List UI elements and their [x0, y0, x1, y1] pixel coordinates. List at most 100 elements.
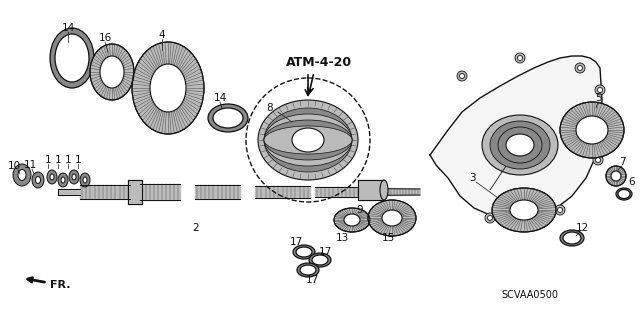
Polygon shape	[360, 188, 420, 196]
Text: 1: 1	[54, 155, 61, 165]
Ellipse shape	[606, 166, 626, 186]
Ellipse shape	[563, 232, 581, 244]
Text: 5: 5	[595, 93, 602, 103]
Polygon shape	[315, 187, 360, 197]
Ellipse shape	[264, 114, 352, 166]
Ellipse shape	[482, 115, 558, 175]
Ellipse shape	[132, 42, 204, 134]
Text: 9: 9	[356, 205, 364, 215]
Text: 2: 2	[193, 223, 199, 233]
Ellipse shape	[72, 174, 76, 180]
Text: ATM-4-20: ATM-4-20	[286, 56, 352, 69]
Ellipse shape	[69, 170, 79, 184]
Ellipse shape	[577, 65, 582, 70]
Ellipse shape	[616, 188, 632, 200]
Ellipse shape	[380, 180, 388, 200]
Ellipse shape	[292, 128, 324, 152]
Ellipse shape	[576, 116, 608, 144]
Ellipse shape	[35, 176, 40, 183]
Ellipse shape	[557, 207, 563, 212]
Ellipse shape	[368, 200, 416, 236]
Ellipse shape	[50, 28, 94, 88]
Ellipse shape	[32, 172, 44, 188]
Ellipse shape	[100, 56, 124, 88]
Text: FR.: FR.	[28, 278, 70, 290]
Ellipse shape	[296, 247, 312, 257]
Polygon shape	[140, 184, 180, 200]
Text: 4: 4	[159, 30, 165, 40]
Text: 1: 1	[45, 155, 51, 165]
Ellipse shape	[264, 126, 352, 154]
Ellipse shape	[575, 63, 585, 73]
Ellipse shape	[460, 73, 465, 78]
Text: SCVAA0500: SCVAA0500	[502, 290, 559, 300]
Text: 10: 10	[8, 161, 20, 171]
Ellipse shape	[80, 173, 90, 187]
Text: 17: 17	[289, 237, 303, 247]
Ellipse shape	[518, 56, 522, 61]
Text: 17: 17	[305, 275, 319, 285]
Ellipse shape	[18, 169, 26, 181]
Ellipse shape	[595, 85, 605, 95]
Ellipse shape	[300, 265, 316, 275]
Ellipse shape	[510, 200, 538, 220]
Ellipse shape	[611, 171, 621, 181]
Ellipse shape	[297, 263, 319, 277]
Ellipse shape	[258, 100, 358, 180]
Ellipse shape	[264, 120, 352, 160]
Ellipse shape	[58, 173, 68, 187]
Ellipse shape	[334, 208, 370, 232]
Ellipse shape	[498, 127, 542, 163]
Text: 15: 15	[381, 233, 395, 243]
Text: 17: 17	[318, 247, 332, 257]
Ellipse shape	[309, 253, 331, 267]
Ellipse shape	[492, 188, 556, 232]
Ellipse shape	[208, 104, 248, 132]
Polygon shape	[128, 180, 142, 204]
Ellipse shape	[55, 34, 89, 82]
Polygon shape	[195, 185, 240, 199]
Text: 16: 16	[99, 33, 111, 43]
Ellipse shape	[312, 255, 328, 265]
Text: 8: 8	[267, 103, 273, 113]
Ellipse shape	[618, 189, 630, 198]
Ellipse shape	[90, 44, 134, 100]
Polygon shape	[80, 185, 130, 199]
Text: 6: 6	[628, 177, 636, 187]
Ellipse shape	[61, 177, 65, 183]
Ellipse shape	[47, 170, 57, 184]
Ellipse shape	[598, 87, 602, 93]
Text: 1: 1	[65, 155, 71, 165]
Text: 13: 13	[335, 233, 349, 243]
Ellipse shape	[382, 210, 402, 226]
Ellipse shape	[488, 216, 493, 220]
Ellipse shape	[485, 213, 495, 223]
Text: 14: 14	[213, 93, 227, 103]
Ellipse shape	[213, 108, 243, 128]
Ellipse shape	[150, 64, 186, 112]
Ellipse shape	[293, 245, 315, 259]
Polygon shape	[430, 56, 602, 220]
Ellipse shape	[457, 71, 467, 81]
Ellipse shape	[560, 102, 624, 158]
Polygon shape	[255, 186, 310, 198]
Text: 3: 3	[468, 173, 476, 183]
Ellipse shape	[50, 174, 54, 180]
Text: 12: 12	[575, 223, 589, 233]
Ellipse shape	[490, 121, 550, 169]
Text: 14: 14	[61, 23, 75, 33]
Text: 11: 11	[24, 160, 36, 170]
Ellipse shape	[555, 205, 565, 215]
Ellipse shape	[515, 53, 525, 63]
Ellipse shape	[83, 177, 87, 183]
Ellipse shape	[593, 155, 603, 165]
Text: 7: 7	[619, 157, 625, 167]
Text: 1: 1	[75, 155, 81, 165]
Ellipse shape	[264, 108, 352, 172]
Ellipse shape	[13, 164, 31, 186]
Polygon shape	[358, 180, 384, 200]
Ellipse shape	[506, 134, 534, 156]
Ellipse shape	[595, 158, 600, 162]
Ellipse shape	[560, 230, 584, 246]
Ellipse shape	[344, 214, 360, 226]
